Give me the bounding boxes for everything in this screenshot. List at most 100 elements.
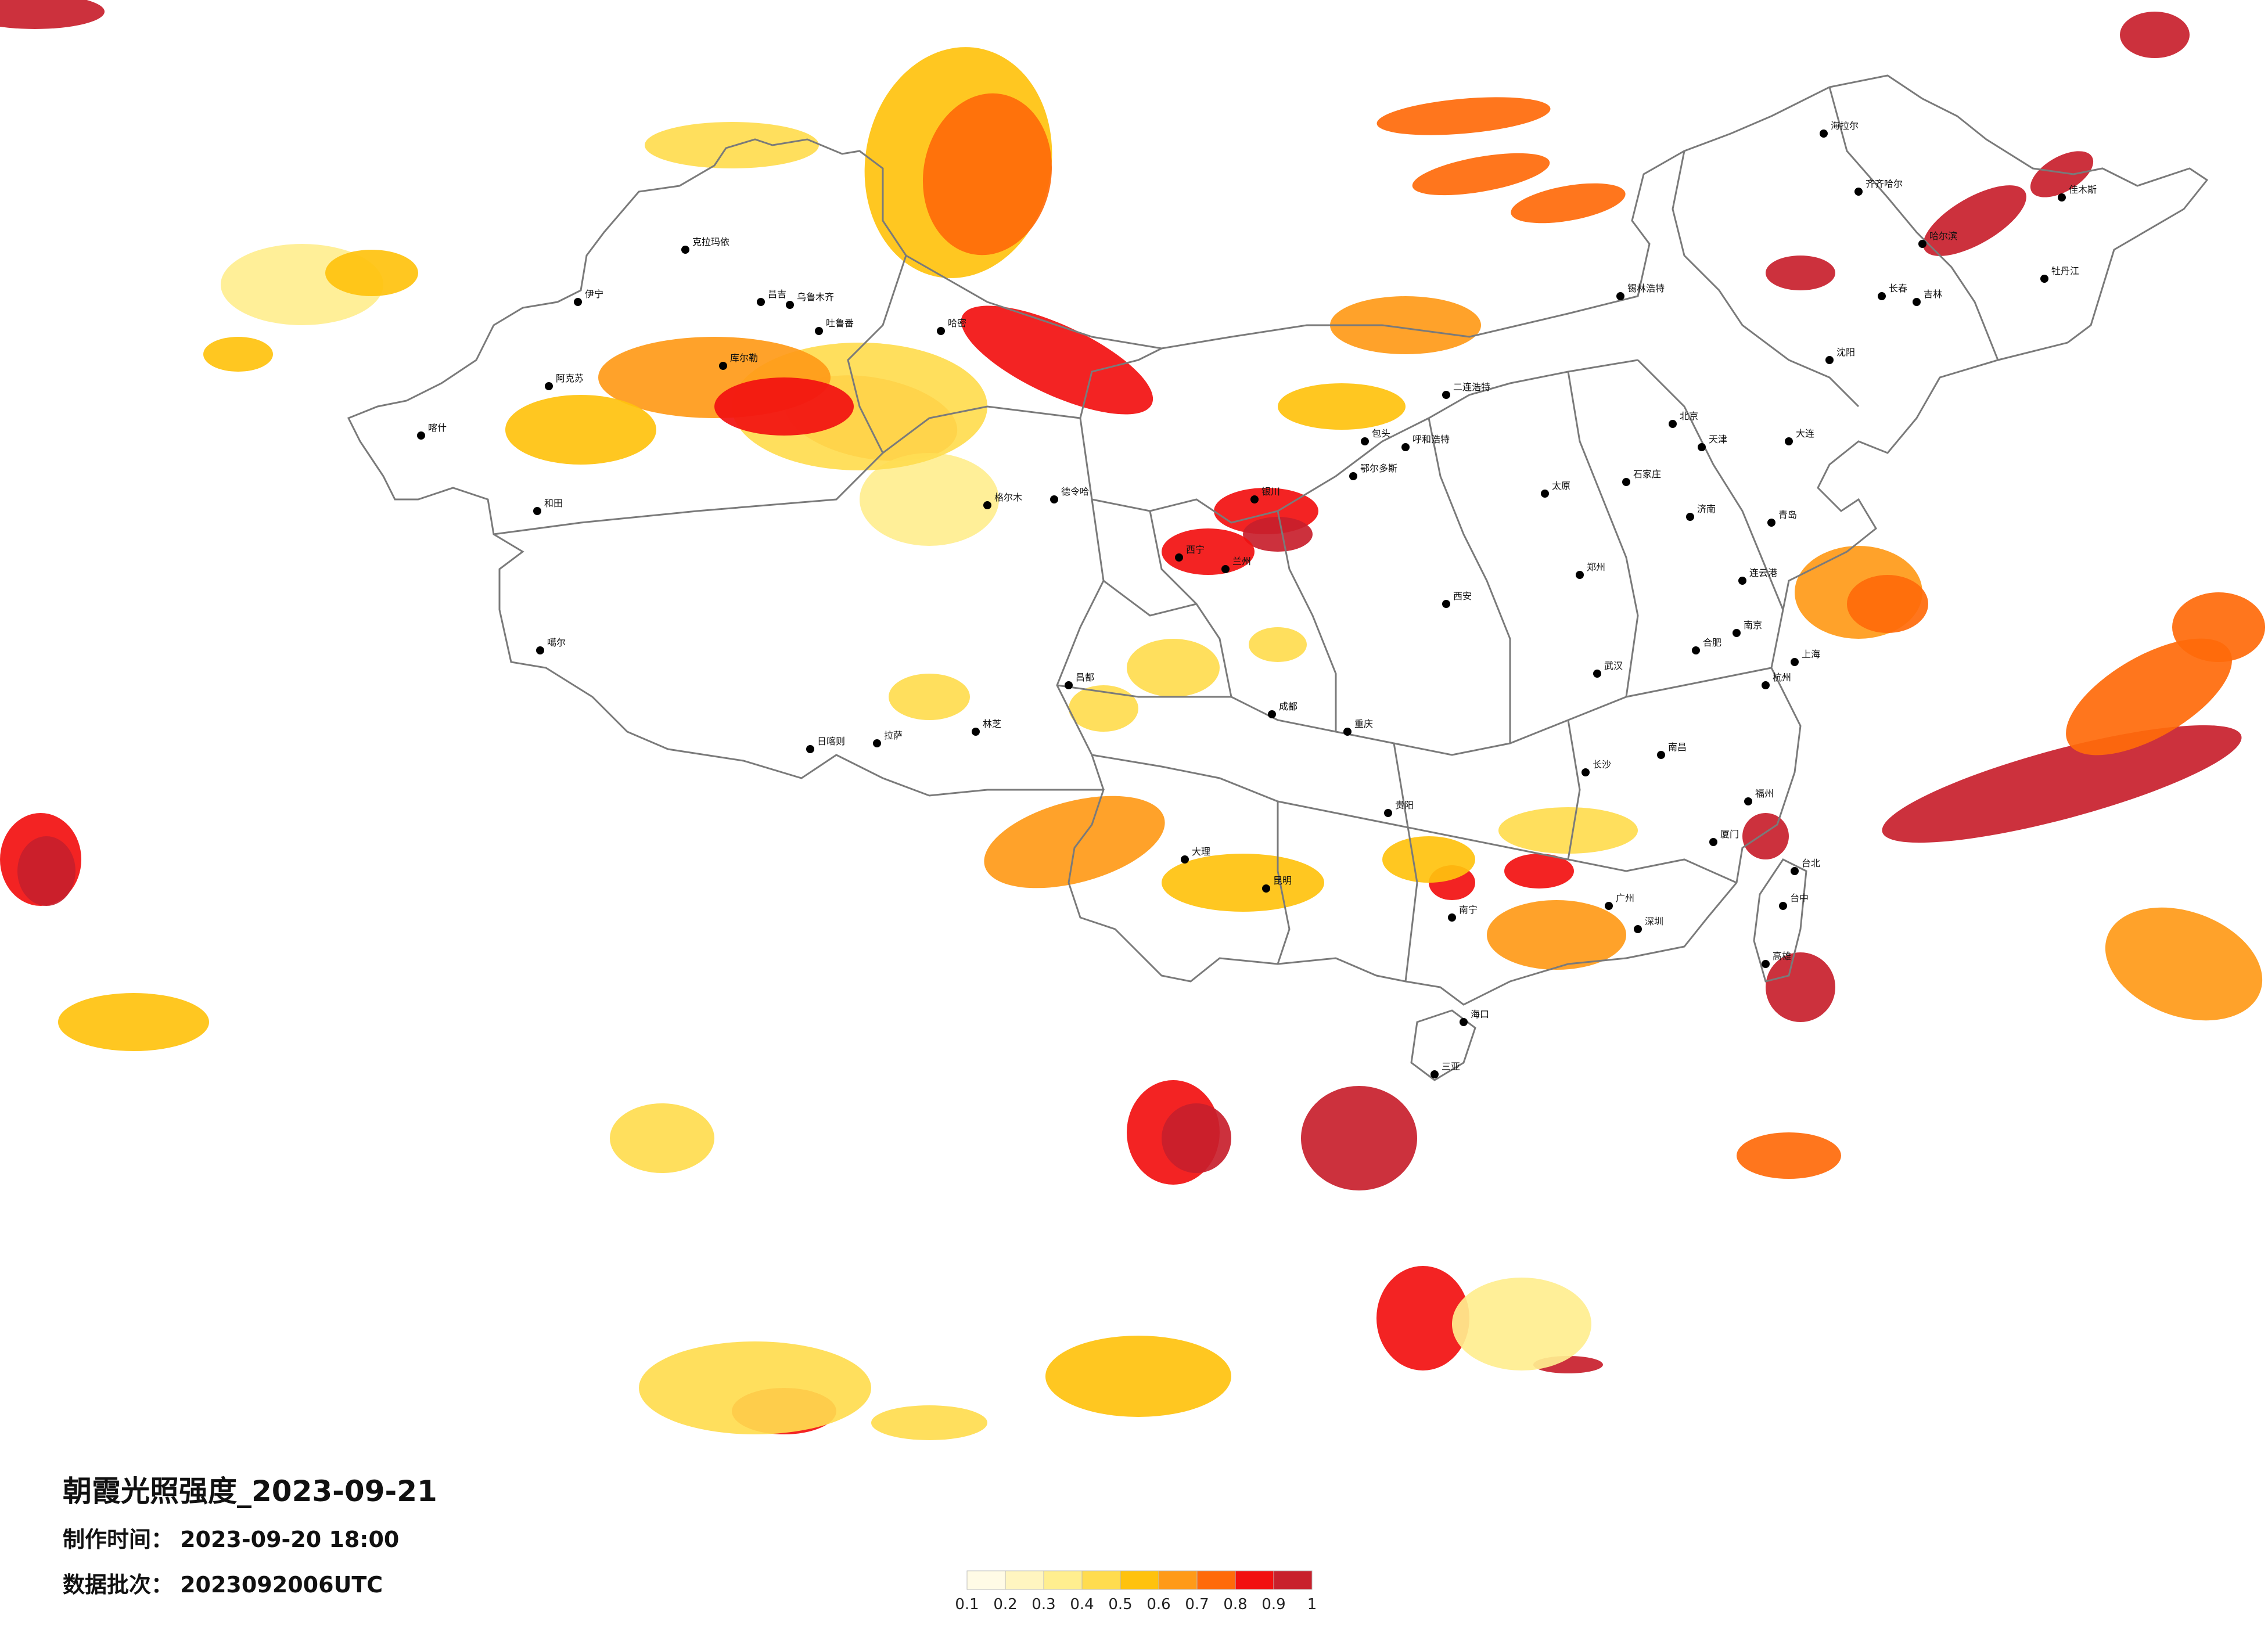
heat-patch — [2030, 151, 2094, 197]
city-label: 齐齐哈尔 — [1866, 178, 1903, 189]
city-label: 南京 — [1744, 620, 1762, 631]
heat-layer — [0, 0, 2265, 1440]
heat-patch — [1498, 807, 1638, 854]
city-dot — [1669, 420, 1677, 428]
heat-patch — [1249, 627, 1307, 662]
province-boundary — [1079, 347, 1162, 419]
heat-patch — [714, 377, 854, 436]
city-dot — [1349, 472, 1357, 480]
city-marker: 德令哈 — [1050, 486, 1089, 503]
city-label: 台中 — [1790, 893, 1809, 904]
city-dot — [1918, 240, 1926, 248]
city-label: 喀什 — [428, 422, 447, 433]
city-dot — [972, 728, 980, 736]
city-label: 昌都 — [1076, 672, 1094, 683]
city-label: 郑州 — [1587, 562, 1605, 573]
city-dot — [1576, 571, 1584, 579]
province-boundary — [1393, 743, 1418, 982]
city-marker: 哈密 — [937, 318, 966, 335]
city-dot — [1175, 553, 1183, 562]
heat-patch — [1278, 383, 1406, 430]
heat-patch — [922, 93, 1052, 256]
city-marker: 西安 — [1442, 591, 1472, 608]
city-marker: 吐鲁番 — [815, 318, 854, 335]
city-marker: 日喀则 — [806, 736, 845, 753]
heat-patch — [1376, 1266, 1469, 1370]
city-dot — [1698, 443, 1706, 451]
province-boundary — [1103, 580, 1197, 617]
legend-swatch — [966, 1570, 1006, 1590]
city-dot — [757, 298, 765, 306]
city-dot — [815, 327, 823, 335]
heat-patch — [0, 0, 105, 29]
city-label: 佳木斯 — [2069, 184, 2097, 195]
city-dot — [1779, 902, 1787, 910]
province-boundary — [1428, 418, 1511, 743]
city-dot — [1878, 292, 1886, 300]
city-marker: 三亚 — [1430, 1061, 1460, 1078]
city-dot — [1854, 188, 1863, 196]
heat-patch — [2066, 638, 2232, 756]
heat-patch — [325, 250, 418, 296]
heat-patch — [203, 337, 273, 372]
city-marker: 齐齐哈尔 — [1854, 178, 1903, 196]
city-marker: 长春 — [1878, 283, 1907, 300]
city-marker: 台北 — [1791, 858, 1820, 875]
city-marker: 鄂尔多斯 — [1349, 463, 1397, 480]
city-marker: 乌鲁木齐 — [786, 292, 834, 309]
city-marker: 二连浩特 — [1442, 382, 1490, 399]
province-boundary — [1091, 754, 1737, 884]
heat-patch — [871, 1405, 987, 1440]
city-dot — [1744, 797, 1752, 805]
heat-patch — [1882, 725, 2242, 843]
province-boundary — [1056, 684, 1231, 698]
heat-patch — [1162, 1103, 1231, 1173]
city-label: 哈密 — [948, 318, 966, 329]
city-label: 锡林浩特 — [1627, 283, 1665, 294]
province-boundary — [1828, 87, 1999, 361]
city-label: 长春 — [1889, 283, 1907, 294]
city-label: 海口 — [1471, 1009, 1489, 1020]
legend-tick-label: 1 — [1307, 1596, 1317, 1613]
city-label: 林芝 — [983, 718, 1001, 729]
city-dot — [1181, 855, 1189, 864]
city-label: 杭州 — [1773, 672, 1791, 683]
city-label: 阿克苏 — [556, 373, 584, 384]
city-marker: 青岛 — [1767, 509, 1797, 527]
city-marker: 牡丹江 — [2040, 265, 2079, 283]
city-label: 太原 — [1552, 480, 1570, 491]
city-dot — [1825, 356, 1834, 364]
heat-patch — [1766, 952, 1835, 1022]
city-label: 吐鲁番 — [826, 318, 854, 329]
city-label: 深圳 — [1645, 916, 1663, 927]
city-dot — [806, 745, 814, 753]
city-dot — [1791, 867, 1799, 875]
heat-patch — [2172, 592, 2265, 662]
city-dot — [1767, 519, 1775, 527]
province-boundary — [1567, 720, 1581, 860]
map-title: 朝霞光照强度_2023-09-21 — [63, 1474, 437, 1508]
city-dot — [2040, 275, 2048, 283]
heat-patch — [984, 796, 1165, 888]
city-dot — [937, 327, 945, 335]
city-label: 厦门 — [1720, 829, 1739, 840]
city-marker: 呼和浩特 — [1401, 434, 1450, 451]
city-marker: 大理 — [1181, 846, 1210, 864]
city-marker: 吉林 — [1913, 289, 1942, 306]
heat-patch — [1742, 813, 1789, 859]
city-label: 南宁 — [1459, 904, 1478, 915]
city-marker: 广州 — [1605, 893, 1634, 910]
heat-patch — [1330, 296, 1481, 354]
legend-tick-label: 0.7 — [1185, 1596, 1209, 1613]
city-marker: 哈尔滨 — [1918, 231, 1957, 248]
legend-swatch — [1005, 1570, 1044, 1590]
city-marker: 佳木斯 — [2058, 184, 2097, 202]
heat-patch — [961, 305, 1153, 415]
made-time-value: 2023-09-20 18:00 — [180, 1527, 400, 1552]
city-marker: 拉萨 — [873, 730, 903, 747]
city-dot — [1401, 443, 1410, 451]
city-dot — [574, 298, 582, 306]
city-dot — [1692, 646, 1700, 654]
city-label: 格尔木 — [994, 492, 1022, 503]
